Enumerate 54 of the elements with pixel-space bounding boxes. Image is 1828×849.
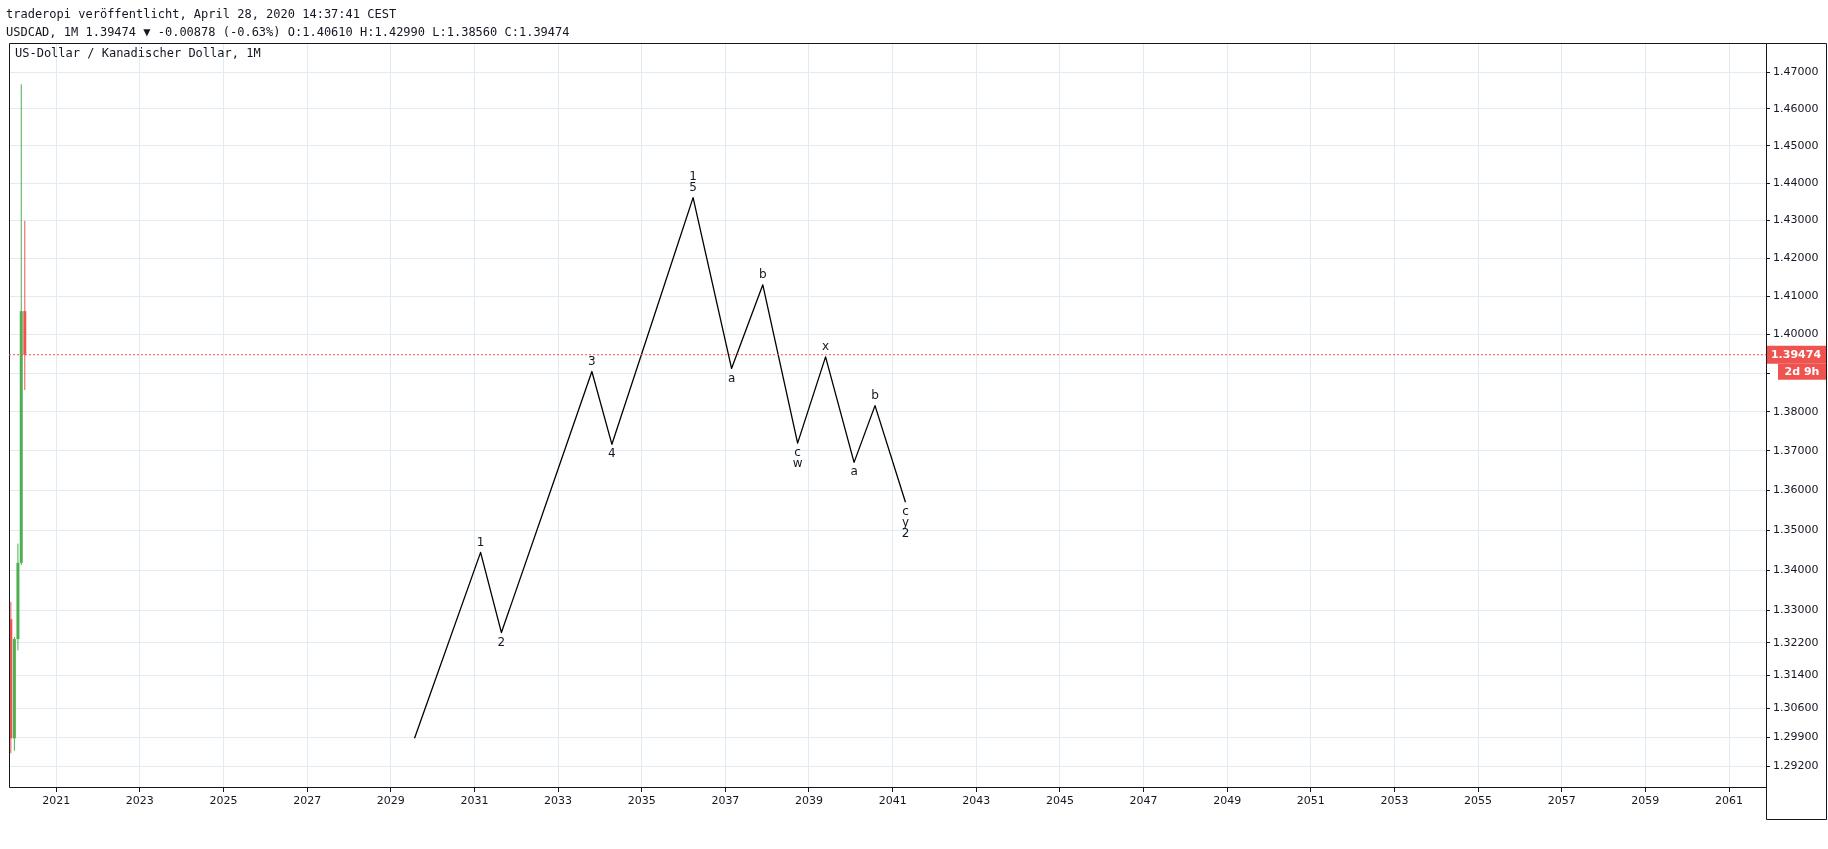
y-tick-label: 1.33000	[1773, 603, 1819, 617]
annotation: a	[850, 464, 858, 479]
y-tick-label: 1.32200	[1773, 635, 1819, 649]
annotation: 2	[497, 634, 506, 649]
x-tick-label: 2059	[1631, 794, 1660, 808]
y-tick-label: 1.38000	[1773, 404, 1819, 418]
x-tick-label: 2055	[1464, 794, 1493, 808]
x-tick-label: 2043	[962, 794, 991, 808]
y-tick-label: 1.43000	[1773, 213, 1819, 227]
y-tick-label: 1.31400	[1773, 668, 1819, 682]
annotation: 3	[588, 353, 596, 368]
annotation: a	[727, 370, 736, 385]
text: traderopi veröffentlicht, April 28, 2020 14:37:41 CEST	[6, 6, 398, 23]
ref-line-label: 1.39474	[1770, 347, 1822, 361]
y-tick-label: 1.45000	[1773, 138, 1819, 152]
chart-title: US-Dollar / Kanadischer Dollar, 1M	[15, 46, 261, 60]
x-tick-label: 2051	[1296, 794, 1325, 808]
y-tick-label: 1.29200	[1773, 759, 1819, 773]
x-tick-label: 2033	[544, 794, 573, 808]
x-tick-label: 2029	[376, 794, 405, 808]
y-tick-label: 1.34000	[1773, 562, 1819, 576]
x-tick-label: 2041	[878, 794, 907, 808]
x-tick-label: 2037	[711, 794, 740, 808]
y-tick-label: 1.30600	[1773, 701, 1819, 715]
y-tick-label: 1.42000	[1773, 251, 1819, 265]
x-tick-label: 2039	[794, 794, 823, 808]
x-tick-label: 2053	[1380, 794, 1409, 808]
y-tick-label: 1.29900	[1773, 729, 1819, 743]
x-tick-label: 2027	[293, 794, 322, 808]
annotation: x	[822, 338, 830, 353]
x-tick-label: 2061	[1715, 794, 1744, 808]
annotation: b	[759, 266, 767, 281]
y-tick-label: 1.35000	[1773, 522, 1819, 536]
x-tick-label: 2047	[1129, 794, 1158, 808]
y-tick-label: 1.41000	[1773, 289, 1819, 303]
x-tick-label: 2057	[1547, 794, 1576, 808]
x-tick-label: 2045	[1045, 794, 1074, 808]
y-tick-label: 1.40000	[1773, 327, 1819, 341]
x-tick-label: 2031	[460, 794, 489, 808]
x-tick-label: 2023	[125, 794, 154, 808]
text: USDCAD, 1M 1.39474 ▼ -0.00878 (-0.63%) O:1.40610 H:1.42990 L:1.38560 C:1.39474	[6, 24, 570, 41]
y-tick-label: 1.44000	[1773, 175, 1819, 189]
y-tick-label: 1.36000	[1773, 483, 1819, 497]
annotation: 4	[608, 446, 616, 461]
y-tick-label: 1.37000	[1773, 443, 1819, 457]
y-tick-label: 1.46000	[1773, 101, 1819, 115]
x-tick-label: 2035	[627, 794, 656, 808]
x-tick-label: 2025	[209, 794, 238, 808]
annotation: b	[871, 387, 879, 402]
x-tick-label: 2021	[42, 794, 71, 808]
annotation: 1	[476, 534, 485, 549]
x-tick-label: 2049	[1213, 794, 1242, 808]
text: 2d 9h	[1784, 364, 1820, 378]
y-tick-label: 1.47000	[1773, 65, 1819, 79]
